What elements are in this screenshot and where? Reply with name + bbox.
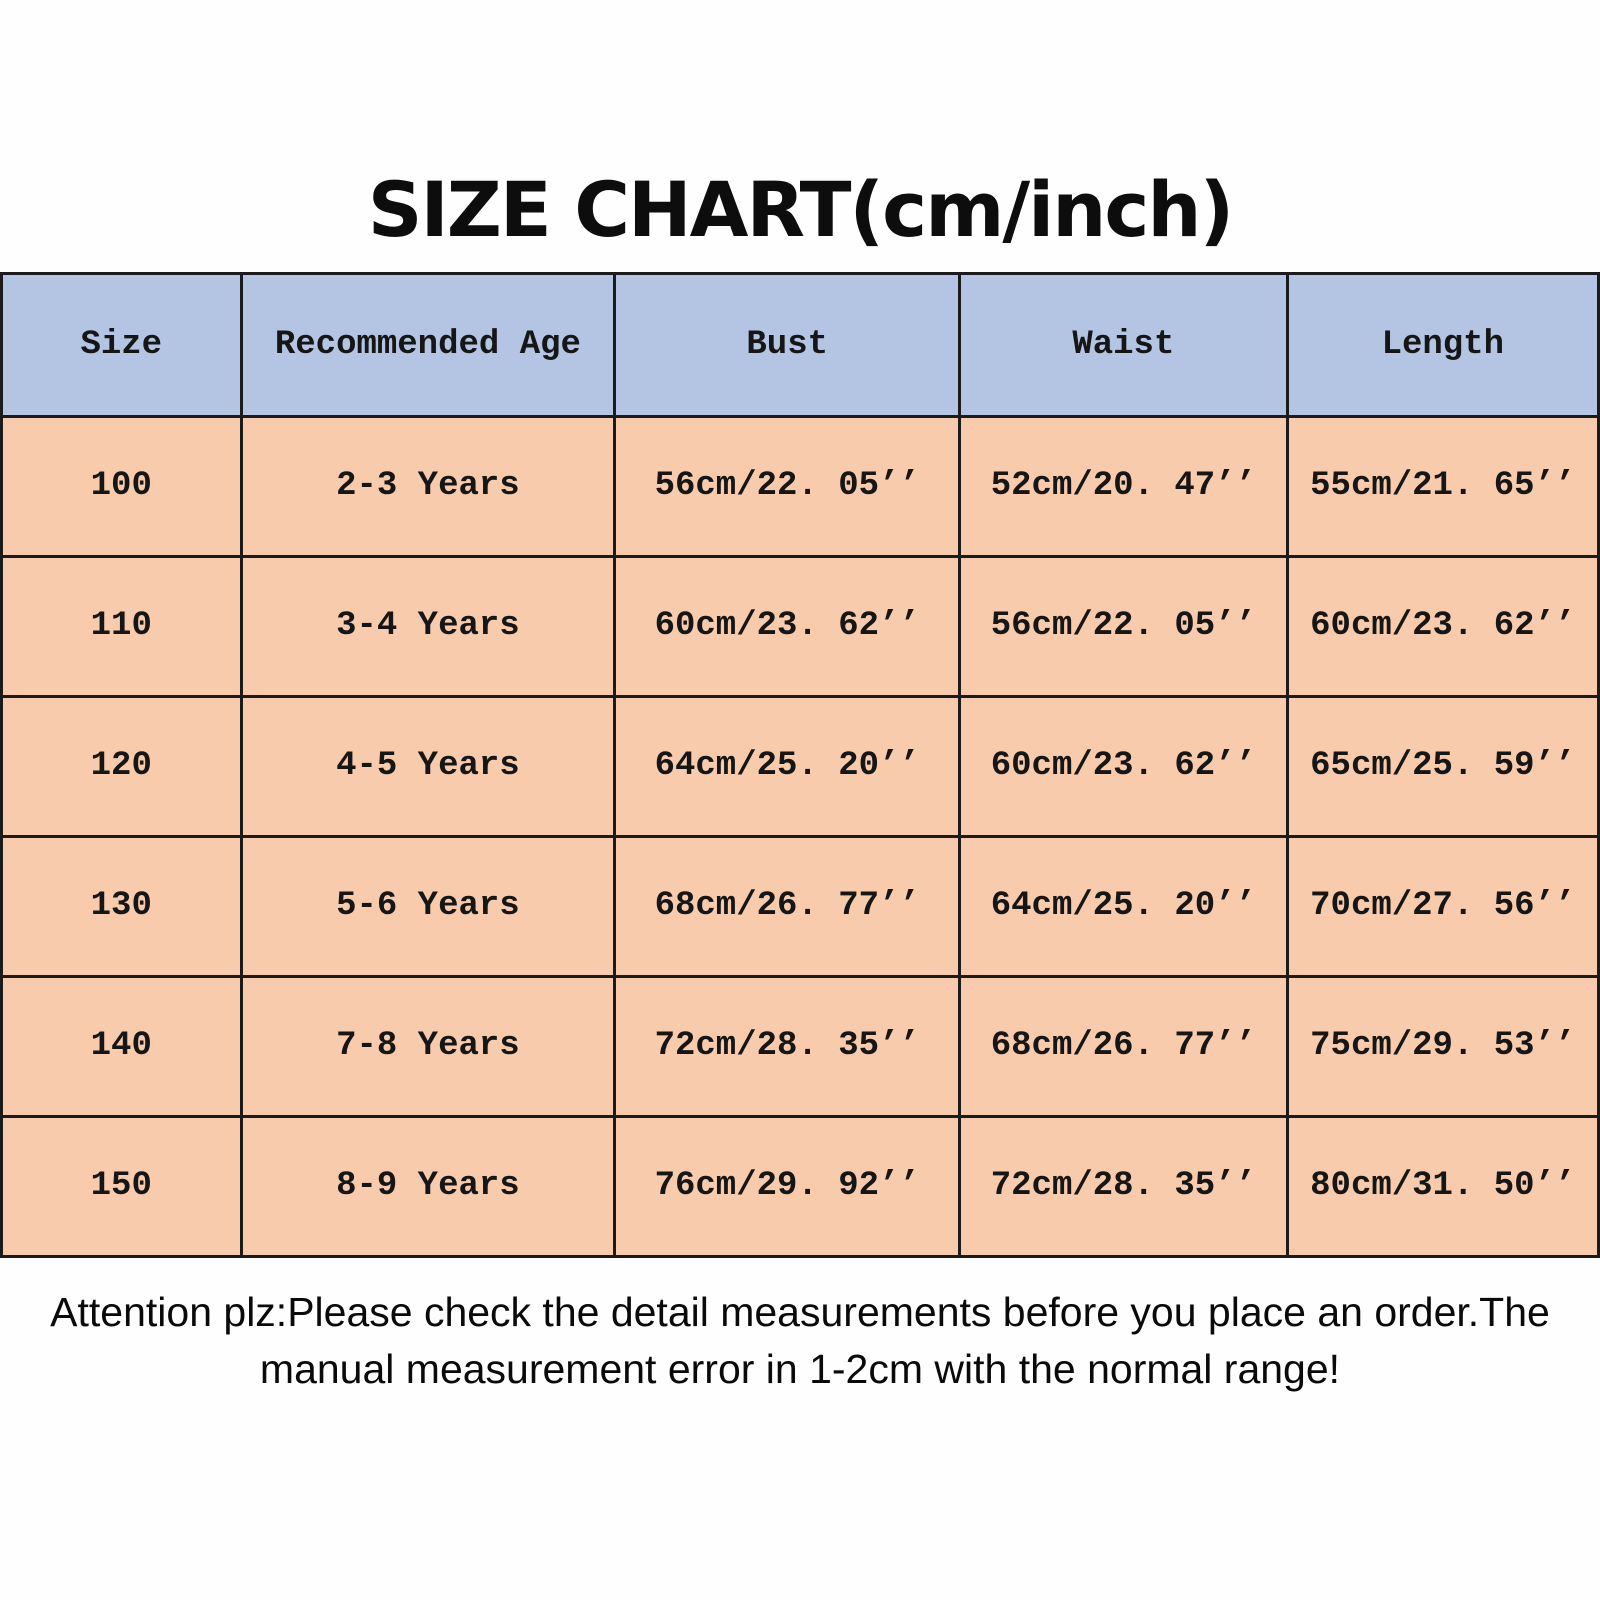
table-row: 130 5-6 Years 68cm/26. 77’’ 64cm/25. 20’… xyxy=(0,834,1600,978)
age-cell: 7-8 Years xyxy=(239,974,617,1118)
waist-cell: 72cm/28. 35’’ xyxy=(958,1114,1289,1258)
length-cell: 60cm/23. 62’’ xyxy=(1285,554,1600,698)
attention-note: Attention plz:Please check the detail me… xyxy=(10,1284,1590,1398)
bust-cell: 76cm/29. 92’’ xyxy=(613,1114,962,1258)
column-header-length: Length xyxy=(1285,271,1600,418)
size-cell: 140 xyxy=(0,974,243,1118)
age-cell: 4-5 Years xyxy=(239,694,617,838)
size-cell: 120 xyxy=(0,694,243,838)
size-cell: 130 xyxy=(0,834,243,978)
length-cell: 75cm/29. 53’’ xyxy=(1285,974,1600,1118)
age-cell: 2-3 Years xyxy=(239,414,617,558)
length-cell: 55cm/21. 65’’ xyxy=(1285,414,1600,558)
bust-cell: 68cm/26. 77’’ xyxy=(613,834,962,978)
table-row: 120 4-5 Years 64cm/25. 20’’ 60cm/23. 62’… xyxy=(0,694,1600,838)
table-row: 140 7-8 Years 72cm/28. 35’’ 68cm/26. 77’… xyxy=(0,974,1600,1118)
size-chart-title: SIZE CHART(cm/inch) xyxy=(367,165,1234,254)
column-header-size: Size xyxy=(0,271,243,418)
column-header-waist: Waist xyxy=(958,271,1289,418)
waist-cell: 56cm/22. 05’’ xyxy=(958,554,1289,698)
bust-cell: 56cm/22. 05’’ xyxy=(613,414,962,558)
waist-cell: 60cm/23. 62’’ xyxy=(958,694,1289,838)
header-row: Size Recommended Age Bust Waist Length xyxy=(0,271,1600,418)
age-cell: 5-6 Years xyxy=(239,834,617,978)
size-cell: 150 xyxy=(0,1114,243,1258)
table-row: 110 3-4 Years 60cm/23. 62’’ 56cm/22. 05’… xyxy=(0,554,1600,698)
age-cell: 8-9 Years xyxy=(239,1114,617,1258)
column-header-age: Recommended Age xyxy=(239,271,617,418)
column-header-bust: Bust xyxy=(613,271,962,418)
bust-cell: 60cm/23. 62’’ xyxy=(613,554,962,698)
length-cell: 80cm/31. 50’’ xyxy=(1285,1114,1600,1258)
bust-cell: 64cm/25. 20’’ xyxy=(613,694,962,838)
length-cell: 65cm/25. 59’’ xyxy=(1285,694,1600,838)
size-chart-table: Size Recommended Age Bust Waist Length 1… xyxy=(0,271,1600,1258)
attention-note-line2: manual measurement error in 1-2cm with t… xyxy=(259,1345,1341,1392)
waist-cell: 68cm/26. 77’’ xyxy=(958,974,1289,1118)
waist-cell: 52cm/20. 47’’ xyxy=(958,414,1289,558)
size-cell: 100 xyxy=(0,414,243,558)
table-row: 150 8-9 Years 76cm/29. 92’’ 72cm/28. 35’… xyxy=(0,1114,1600,1258)
table-row: 100 2-3 Years 56cm/22. 05’’ 52cm/20. 47’… xyxy=(0,414,1600,558)
waist-cell: 64cm/25. 20’’ xyxy=(958,834,1289,978)
attention-note-line1: Attention plz:Please check the detail me… xyxy=(50,1288,1550,1335)
age-cell: 3-4 Years xyxy=(239,554,617,698)
length-cell: 70cm/27. 56’’ xyxy=(1285,834,1600,978)
bust-cell: 72cm/28. 35’’ xyxy=(613,974,962,1118)
size-cell: 110 xyxy=(0,554,243,698)
